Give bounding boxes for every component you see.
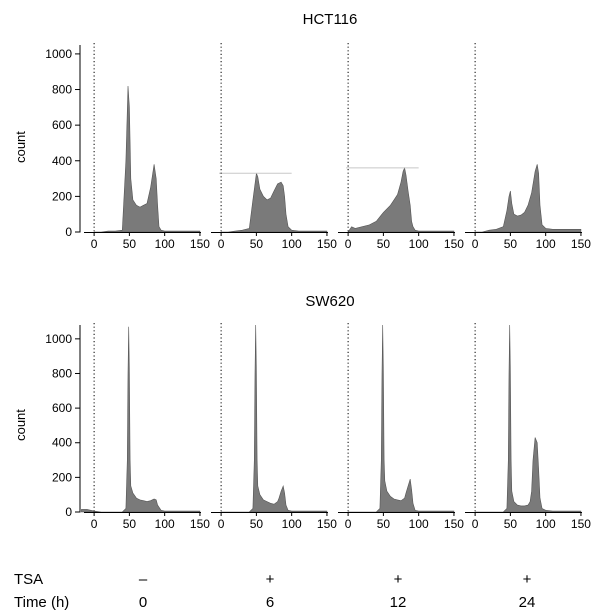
x-tick-label: 0 <box>218 237 225 251</box>
condition-values: – + + +0 6 12 24 <box>139 571 536 611</box>
tsa-row-label: TSA <box>14 571 43 588</box>
x-tick-label: 50 <box>504 237 518 251</box>
x-tick-label: 100 <box>282 517 302 531</box>
x-tick-label: 0 <box>91 517 98 531</box>
x-tick-label: 0 <box>472 517 479 531</box>
y-tick-label: 400 <box>52 154 72 168</box>
x-tick-label: 150 <box>190 237 210 251</box>
x-tick-label: 150 <box>571 237 591 251</box>
histogram-area <box>81 326 201 513</box>
x-tick-label: 50 <box>250 237 264 251</box>
x-tick-label: 150 <box>444 237 464 251</box>
chart-title: HCT116 <box>303 11 358 28</box>
x-tick-label: 100 <box>282 237 302 251</box>
subplot-1: 0 50 100 150 <box>81 323 210 531</box>
y-tick-label: 600 <box>52 118 72 132</box>
subplot-3: 0 50 100 150 <box>338 323 464 531</box>
subplot-group: 0 50 100 150 0 50 100 150 0 50 100 150 0 50 100 150 0 200… <box>45 43 591 251</box>
tsa-value: + <box>394 571 403 588</box>
x-tick-label: 0 <box>218 517 225 531</box>
x-tick-label: 50 <box>250 517 264 531</box>
y-axis-label: count <box>13 131 28 163</box>
chart-title: SW620 <box>305 293 354 310</box>
y-axis: 0 200 400 600 800 1000 <box>45 325 81 519</box>
histogram-area <box>475 164 582 233</box>
y-tick-label: 200 <box>52 189 72 203</box>
subplot-4: 0 50 100 150 <box>465 323 591 531</box>
x-tick-label: 0 <box>345 237 352 251</box>
x-tick-label: 0 <box>472 237 479 251</box>
x-tick-label: 150 <box>190 517 210 531</box>
y-tick-label: 1000 <box>45 47 72 61</box>
histogram-area <box>347 166 455 233</box>
chart-panel-sw620: SW620 count 0 50 100 150 0 50 100 150 0 50 100 150 0… <box>13 293 591 531</box>
x-tick-label: 50 <box>377 237 391 251</box>
x-tick-label: 150 <box>317 237 337 251</box>
histogram-area <box>348 324 455 513</box>
time-value: 24 <box>519 594 536 611</box>
time-value: 6 <box>266 594 274 611</box>
subplot-2: 0 50 100 150 <box>211 43 337 251</box>
x-tick-label: 0 <box>345 517 352 531</box>
y-tick-label: 200 <box>52 470 72 484</box>
tsa-value: + <box>523 571 532 588</box>
x-tick-label: 150 <box>444 517 464 531</box>
condition-table: TSA Time (h) – + + +0 6 12 24 <box>14 571 535 611</box>
histogram-area <box>221 173 328 233</box>
time-value: 0 <box>139 594 147 611</box>
time-value: 12 <box>390 594 407 611</box>
subplot-group: 0 50 100 150 0 50 100 150 0 50 100 150 0 50 100 150 0 200… <box>45 323 591 531</box>
subplot-4: 0 50 100 150 <box>465 43 591 251</box>
y-tick-label: 0 <box>65 225 72 239</box>
x-tick-label: 50 <box>123 517 137 531</box>
x-tick-label: 100 <box>155 237 175 251</box>
y-tick-label: 0 <box>65 505 72 519</box>
x-tick-label: 50 <box>123 237 137 251</box>
histogram-area <box>221 324 328 513</box>
tsa-value: – <box>139 571 148 588</box>
x-tick-label: 150 <box>317 517 337 531</box>
y-tick-label: 800 <box>52 83 72 97</box>
y-axis: 0 200 400 600 800 1000 <box>45 45 81 239</box>
chart-panel-hct116: HCT116 count 0 50 100 150 0 50 100 150 0 50 100 150… <box>13 11 591 251</box>
y-axis-label: count <box>13 409 28 441</box>
x-tick-label: 50 <box>504 517 518 531</box>
subplot-1: 0 50 100 150 <box>84 43 210 251</box>
time-row-label: Time (h) <box>14 594 69 611</box>
tsa-value: + <box>266 571 275 588</box>
x-tick-label: 100 <box>536 237 556 251</box>
histogram-area <box>94 85 201 233</box>
subplot-3: 0 50 100 150 <box>338 43 464 251</box>
y-tick-label: 800 <box>52 366 72 380</box>
x-tick-label: 50 <box>377 517 391 531</box>
y-tick-label: 400 <box>52 436 72 450</box>
x-tick-label: 100 <box>155 517 175 531</box>
x-tick-label: 100 <box>409 517 429 531</box>
x-tick-label: 100 <box>536 517 556 531</box>
subplot-2: 0 50 100 150 <box>211 323 337 531</box>
x-tick-label: 100 <box>409 237 429 251</box>
x-tick-label: 150 <box>571 517 591 531</box>
x-tick-label: 0 <box>91 237 98 251</box>
y-tick-label: 600 <box>52 401 72 415</box>
y-tick-label: 1000 <box>45 332 72 346</box>
histogram-area <box>475 324 582 513</box>
